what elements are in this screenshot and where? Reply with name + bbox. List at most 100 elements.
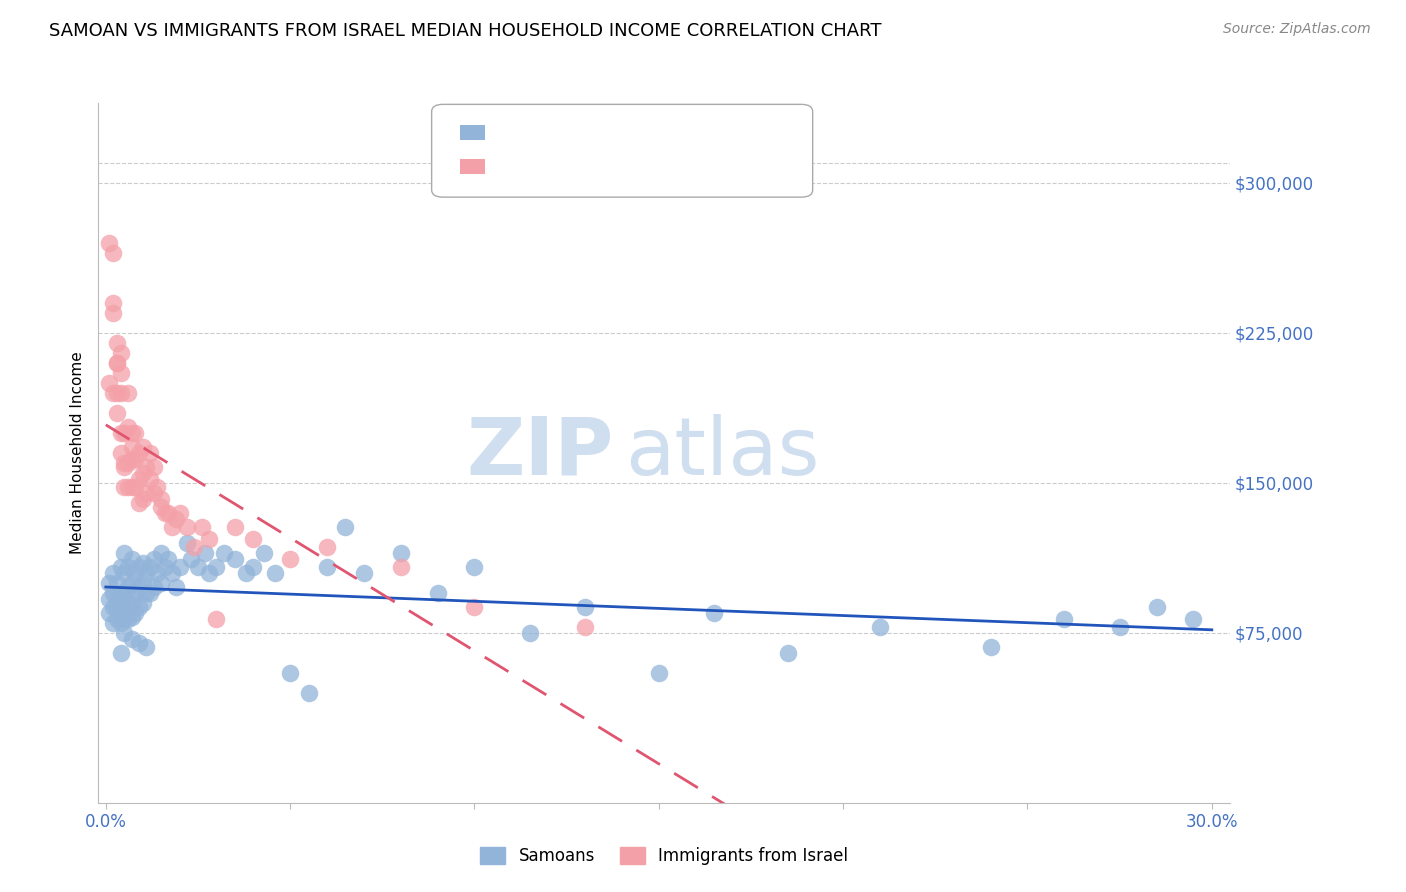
Point — [105, 575, 128, 590]
Point — [124, 425, 146, 440]
Point — [112, 456, 135, 470]
Point — [187, 559, 209, 574]
Point — [389, 546, 412, 560]
Point — [121, 632, 143, 646]
Point — [135, 566, 157, 580]
Point — [160, 566, 183, 580]
Point — [142, 459, 165, 474]
Point — [142, 485, 165, 500]
Text: SAMOAN VS IMMIGRANTS FROM ISRAEL MEDIAN HOUSEHOLD INCOME CORRELATION CHART: SAMOAN VS IMMIGRANTS FROM ISRAEL MEDIAN … — [49, 22, 882, 40]
Point — [110, 586, 132, 600]
Point — [121, 480, 143, 494]
Point — [212, 546, 235, 560]
Point — [117, 580, 139, 594]
Point — [1053, 612, 1076, 626]
Point — [224, 519, 246, 533]
Point — [463, 599, 485, 614]
Point — [110, 599, 132, 614]
Point — [160, 519, 183, 533]
Point — [128, 580, 150, 594]
Point — [117, 559, 139, 574]
Point — [105, 612, 128, 626]
Point — [205, 559, 228, 574]
Point — [105, 356, 128, 370]
Point — [703, 606, 725, 620]
Text: -0.252: -0.252 — [538, 122, 598, 140]
Point — [131, 466, 153, 480]
Point — [574, 620, 596, 634]
Point — [176, 535, 198, 549]
Point — [110, 366, 132, 380]
Point — [101, 615, 124, 630]
Text: N =: N = — [612, 156, 648, 174]
Point — [135, 485, 157, 500]
Point — [117, 596, 139, 610]
Point — [101, 385, 124, 400]
Point — [112, 599, 135, 614]
Point — [124, 451, 146, 466]
Point — [1182, 612, 1205, 626]
Point — [112, 586, 135, 600]
Point — [648, 665, 671, 680]
Point — [574, 599, 596, 614]
Point — [776, 646, 799, 660]
Point — [128, 599, 150, 614]
Legend: Samoans, Immigrants from Israel: Samoans, Immigrants from Israel — [474, 840, 855, 871]
Point — [98, 235, 121, 250]
Point — [121, 551, 143, 566]
Point — [980, 640, 1002, 654]
Point — [117, 612, 139, 626]
Point — [105, 591, 128, 606]
Point — [139, 586, 162, 600]
Point — [101, 245, 124, 260]
Point — [101, 586, 124, 600]
Text: N =: N = — [612, 122, 648, 140]
Point — [101, 295, 124, 310]
Point — [157, 506, 180, 520]
Text: 87: 87 — [648, 122, 671, 140]
Point — [128, 472, 150, 486]
Y-axis label: Median Household Income: Median Household Income — [69, 351, 84, 554]
Point — [124, 586, 146, 600]
Point — [105, 599, 128, 614]
Point — [139, 446, 162, 460]
Point — [121, 425, 143, 440]
Point — [121, 609, 143, 624]
Point — [112, 425, 135, 440]
Text: ZIP: ZIP — [467, 414, 613, 491]
Point — [124, 480, 146, 494]
Point — [131, 596, 153, 610]
Text: atlas: atlas — [624, 414, 820, 491]
Point — [353, 566, 375, 580]
Point — [110, 559, 132, 574]
Point — [128, 636, 150, 650]
Point — [135, 459, 157, 474]
Point — [463, 559, 485, 574]
Point — [128, 559, 150, 574]
Point — [150, 500, 173, 514]
Point — [105, 406, 128, 420]
Point — [135, 640, 157, 654]
Point — [112, 459, 135, 474]
Point — [101, 305, 124, 319]
Point — [98, 575, 121, 590]
Point — [142, 580, 165, 594]
Point — [316, 540, 339, 554]
Point — [112, 480, 135, 494]
Point — [110, 646, 132, 660]
Point — [101, 599, 124, 614]
Point — [139, 472, 162, 486]
Point — [135, 586, 157, 600]
Point — [112, 625, 135, 640]
Point — [190, 519, 212, 533]
Point — [153, 506, 176, 520]
Point — [235, 566, 257, 580]
Point — [98, 606, 121, 620]
Point — [112, 566, 135, 580]
Point — [131, 556, 153, 570]
Point — [146, 480, 169, 494]
Point — [198, 532, 221, 546]
Point — [112, 546, 135, 560]
Point — [110, 385, 132, 400]
Point — [131, 491, 153, 506]
